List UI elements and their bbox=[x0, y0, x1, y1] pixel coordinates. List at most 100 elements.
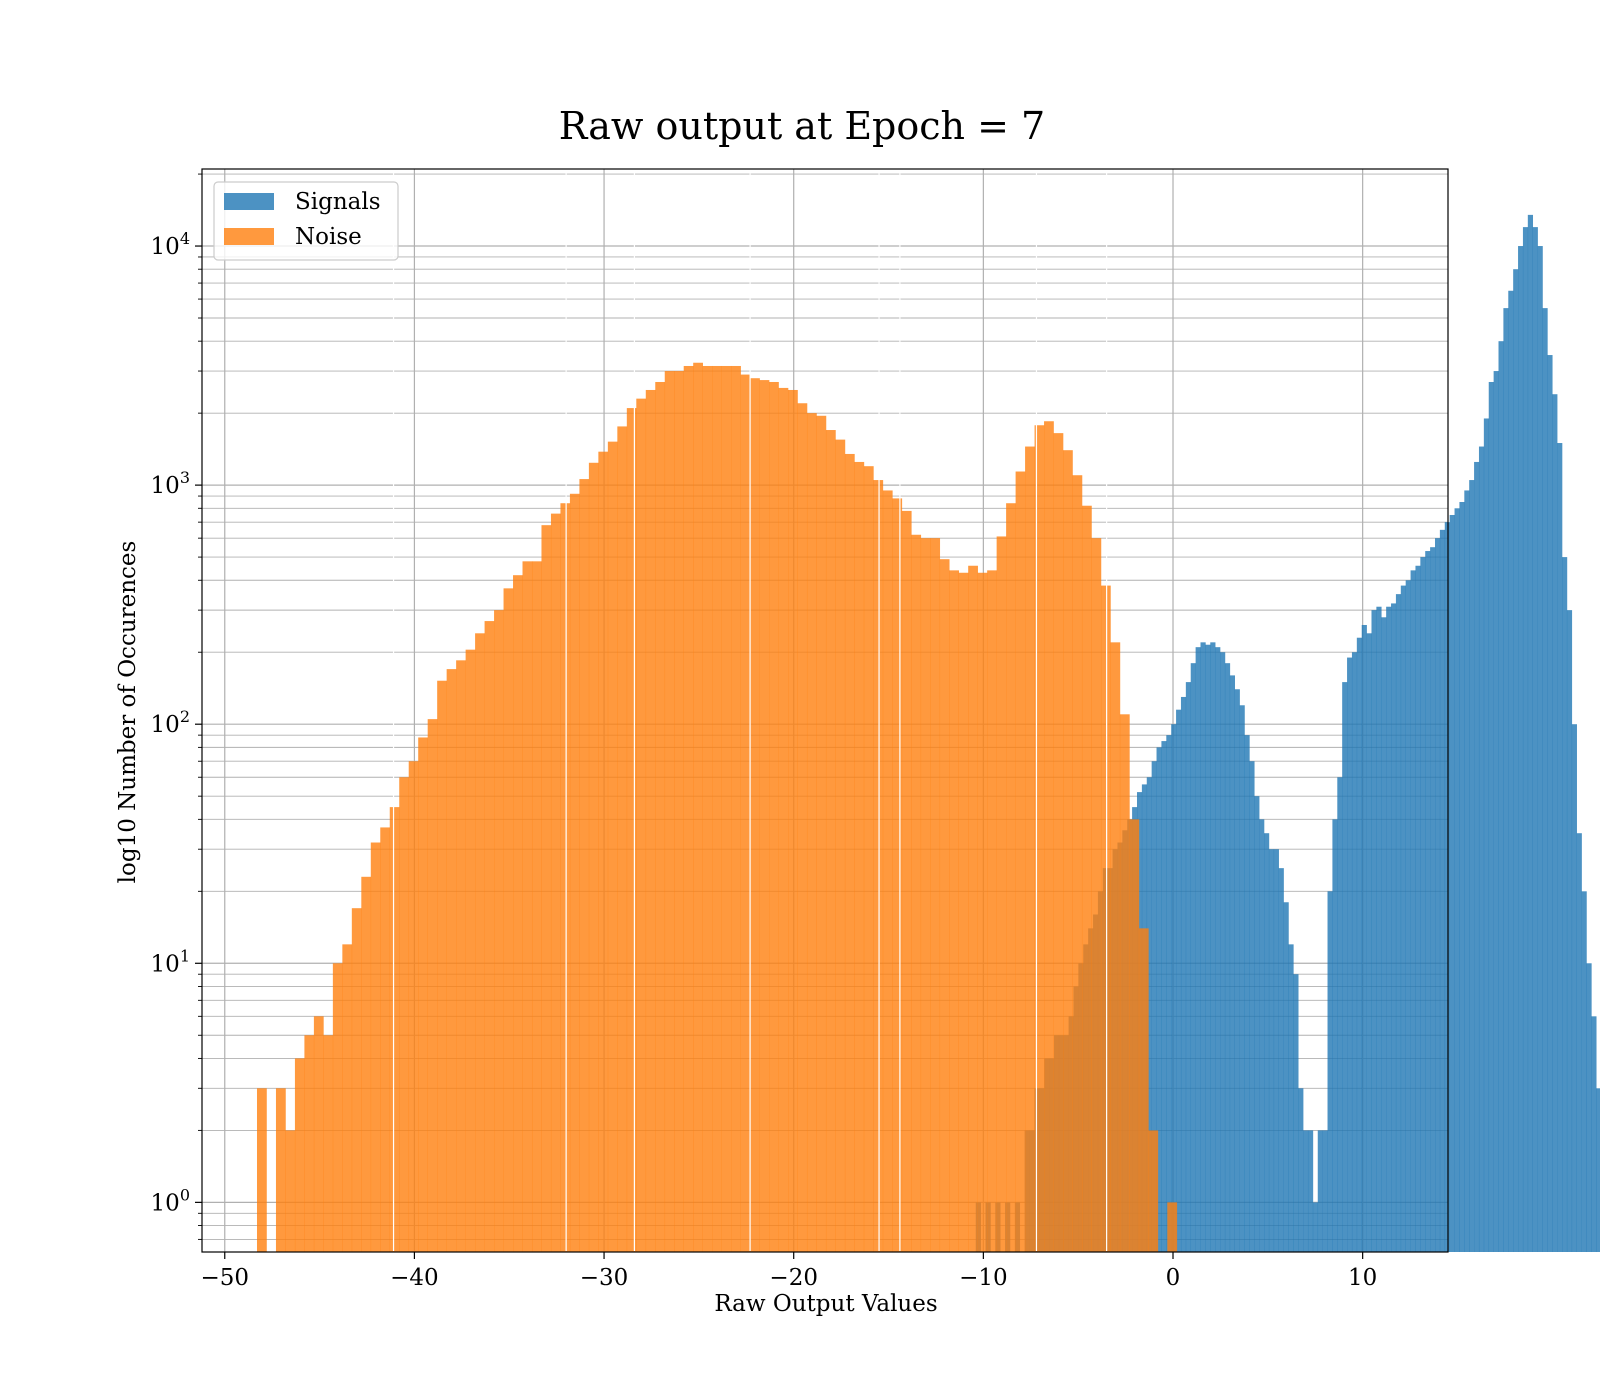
bar bbox=[1317, 1130, 1323, 1252]
bar bbox=[1264, 833, 1270, 1252]
bar bbox=[750, 378, 760, 1252]
bar bbox=[920, 538, 931, 1252]
bar bbox=[1444, 522, 1450, 1252]
bar bbox=[1180, 696, 1187, 1252]
bar bbox=[1474, 461, 1480, 1252]
histogram-bars bbox=[256, 169, 1600, 1253]
bar bbox=[1478, 446, 1485, 1252]
bar bbox=[987, 570, 997, 1252]
bar bbox=[797, 403, 808, 1252]
bar bbox=[844, 453, 855, 1252]
bar bbox=[930, 538, 941, 1252]
bar bbox=[1072, 475, 1083, 1252]
x-axis-ticks: −50 −40 −30 −20 −10 0 10 bbox=[200, 1252, 1377, 1291]
y-axis-ticks: 100 101 102 103 104 bbox=[151, 173, 202, 1240]
y-tick-label: 100 bbox=[151, 1185, 190, 1216]
bar bbox=[1596, 1088, 1600, 1252]
bar bbox=[1483, 418, 1490, 1252]
bar bbox=[1566, 610, 1573, 1252]
bar bbox=[1244, 735, 1250, 1252]
bar bbox=[712, 365, 722, 1253]
bar bbox=[1439, 529, 1446, 1252]
bar bbox=[1303, 1130, 1309, 1252]
bar bbox=[1100, 585, 1111, 1252]
bar bbox=[1053, 433, 1064, 1252]
bar bbox=[541, 525, 552, 1252]
bar bbox=[418, 737, 428, 1252]
x-axis-label: Raw Output Values bbox=[714, 1291, 937, 1317]
bar bbox=[456, 660, 466, 1252]
bar bbox=[1006, 503, 1016, 1252]
bar bbox=[778, 387, 789, 1252]
bar bbox=[617, 426, 628, 1252]
bar bbox=[380, 827, 391, 1252]
bar bbox=[683, 365, 694, 1253]
bar bbox=[494, 610, 504, 1252]
bar bbox=[285, 1130, 296, 1252]
bar bbox=[275, 1088, 286, 1252]
bar bbox=[693, 362, 703, 1252]
bar bbox=[911, 534, 922, 1252]
bar bbox=[1410, 570, 1416, 1252]
bar bbox=[721, 365, 732, 1253]
bar bbox=[484, 621, 495, 1252]
chart-title: Raw output at Epoch = 7 bbox=[559, 104, 1045, 148]
bar bbox=[1224, 663, 1231, 1252]
bar bbox=[1200, 642, 1206, 1252]
bar bbox=[1259, 819, 1265, 1252]
bar bbox=[1167, 1202, 1178, 1252]
x-tick-label: −20 bbox=[769, 1265, 818, 1291]
bar bbox=[1522, 227, 1529, 1253]
bar bbox=[1119, 714, 1130, 1252]
bar bbox=[389, 807, 400, 1252]
bar bbox=[342, 944, 353, 1252]
bar bbox=[1278, 868, 1284, 1252]
bar bbox=[1307, 1130, 1314, 1252]
bar bbox=[1532, 227, 1538, 1253]
bar bbox=[1430, 547, 1436, 1252]
bar bbox=[1161, 741, 1167, 1252]
bar bbox=[1381, 617, 1387, 1252]
bar bbox=[1239, 705, 1245, 1252]
bar bbox=[645, 389, 656, 1252]
bar bbox=[1063, 450, 1073, 1252]
bar bbox=[1156, 747, 1162, 1252]
bar bbox=[503, 588, 514, 1252]
bar bbox=[579, 479, 590, 1252]
bar bbox=[1229, 675, 1235, 1252]
bar bbox=[996, 536, 1007, 1252]
bar bbox=[1537, 246, 1543, 1253]
bar bbox=[1025, 446, 1035, 1252]
bar bbox=[1268, 849, 1275, 1252]
bar bbox=[1322, 1130, 1328, 1252]
x-tick-label: −10 bbox=[959, 1265, 1008, 1291]
bar bbox=[256, 1088, 267, 1252]
bar bbox=[1498, 341, 1504, 1252]
bar bbox=[806, 413, 817, 1252]
bar bbox=[1148, 1130, 1159, 1252]
bar bbox=[1138, 928, 1149, 1252]
bar bbox=[446, 669, 457, 1252]
bar bbox=[854, 461, 865, 1252]
bar bbox=[1293, 974, 1299, 1252]
bar bbox=[1454, 508, 1460, 1252]
bar bbox=[939, 559, 950, 1252]
y-tick-label: 101 bbox=[151, 946, 190, 977]
bar bbox=[1146, 777, 1152, 1252]
x-tick-label: 0 bbox=[1166, 1265, 1181, 1291]
bar bbox=[522, 561, 533, 1252]
bar bbox=[788, 389, 798, 1252]
bar bbox=[1283, 902, 1289, 1252]
y-axis-label: log10 Number of Occurences bbox=[115, 541, 141, 884]
bar bbox=[816, 415, 827, 1252]
bar bbox=[313, 1016, 324, 1252]
bar bbox=[1591, 1016, 1597, 1252]
bar bbox=[1571, 724, 1577, 1252]
bar bbox=[1081, 505, 1092, 1252]
bar bbox=[655, 381, 666, 1252]
bar bbox=[1415, 565, 1421, 1252]
bar bbox=[1337, 777, 1343, 1252]
bar bbox=[437, 680, 447, 1252]
bar bbox=[1171, 724, 1177, 1252]
